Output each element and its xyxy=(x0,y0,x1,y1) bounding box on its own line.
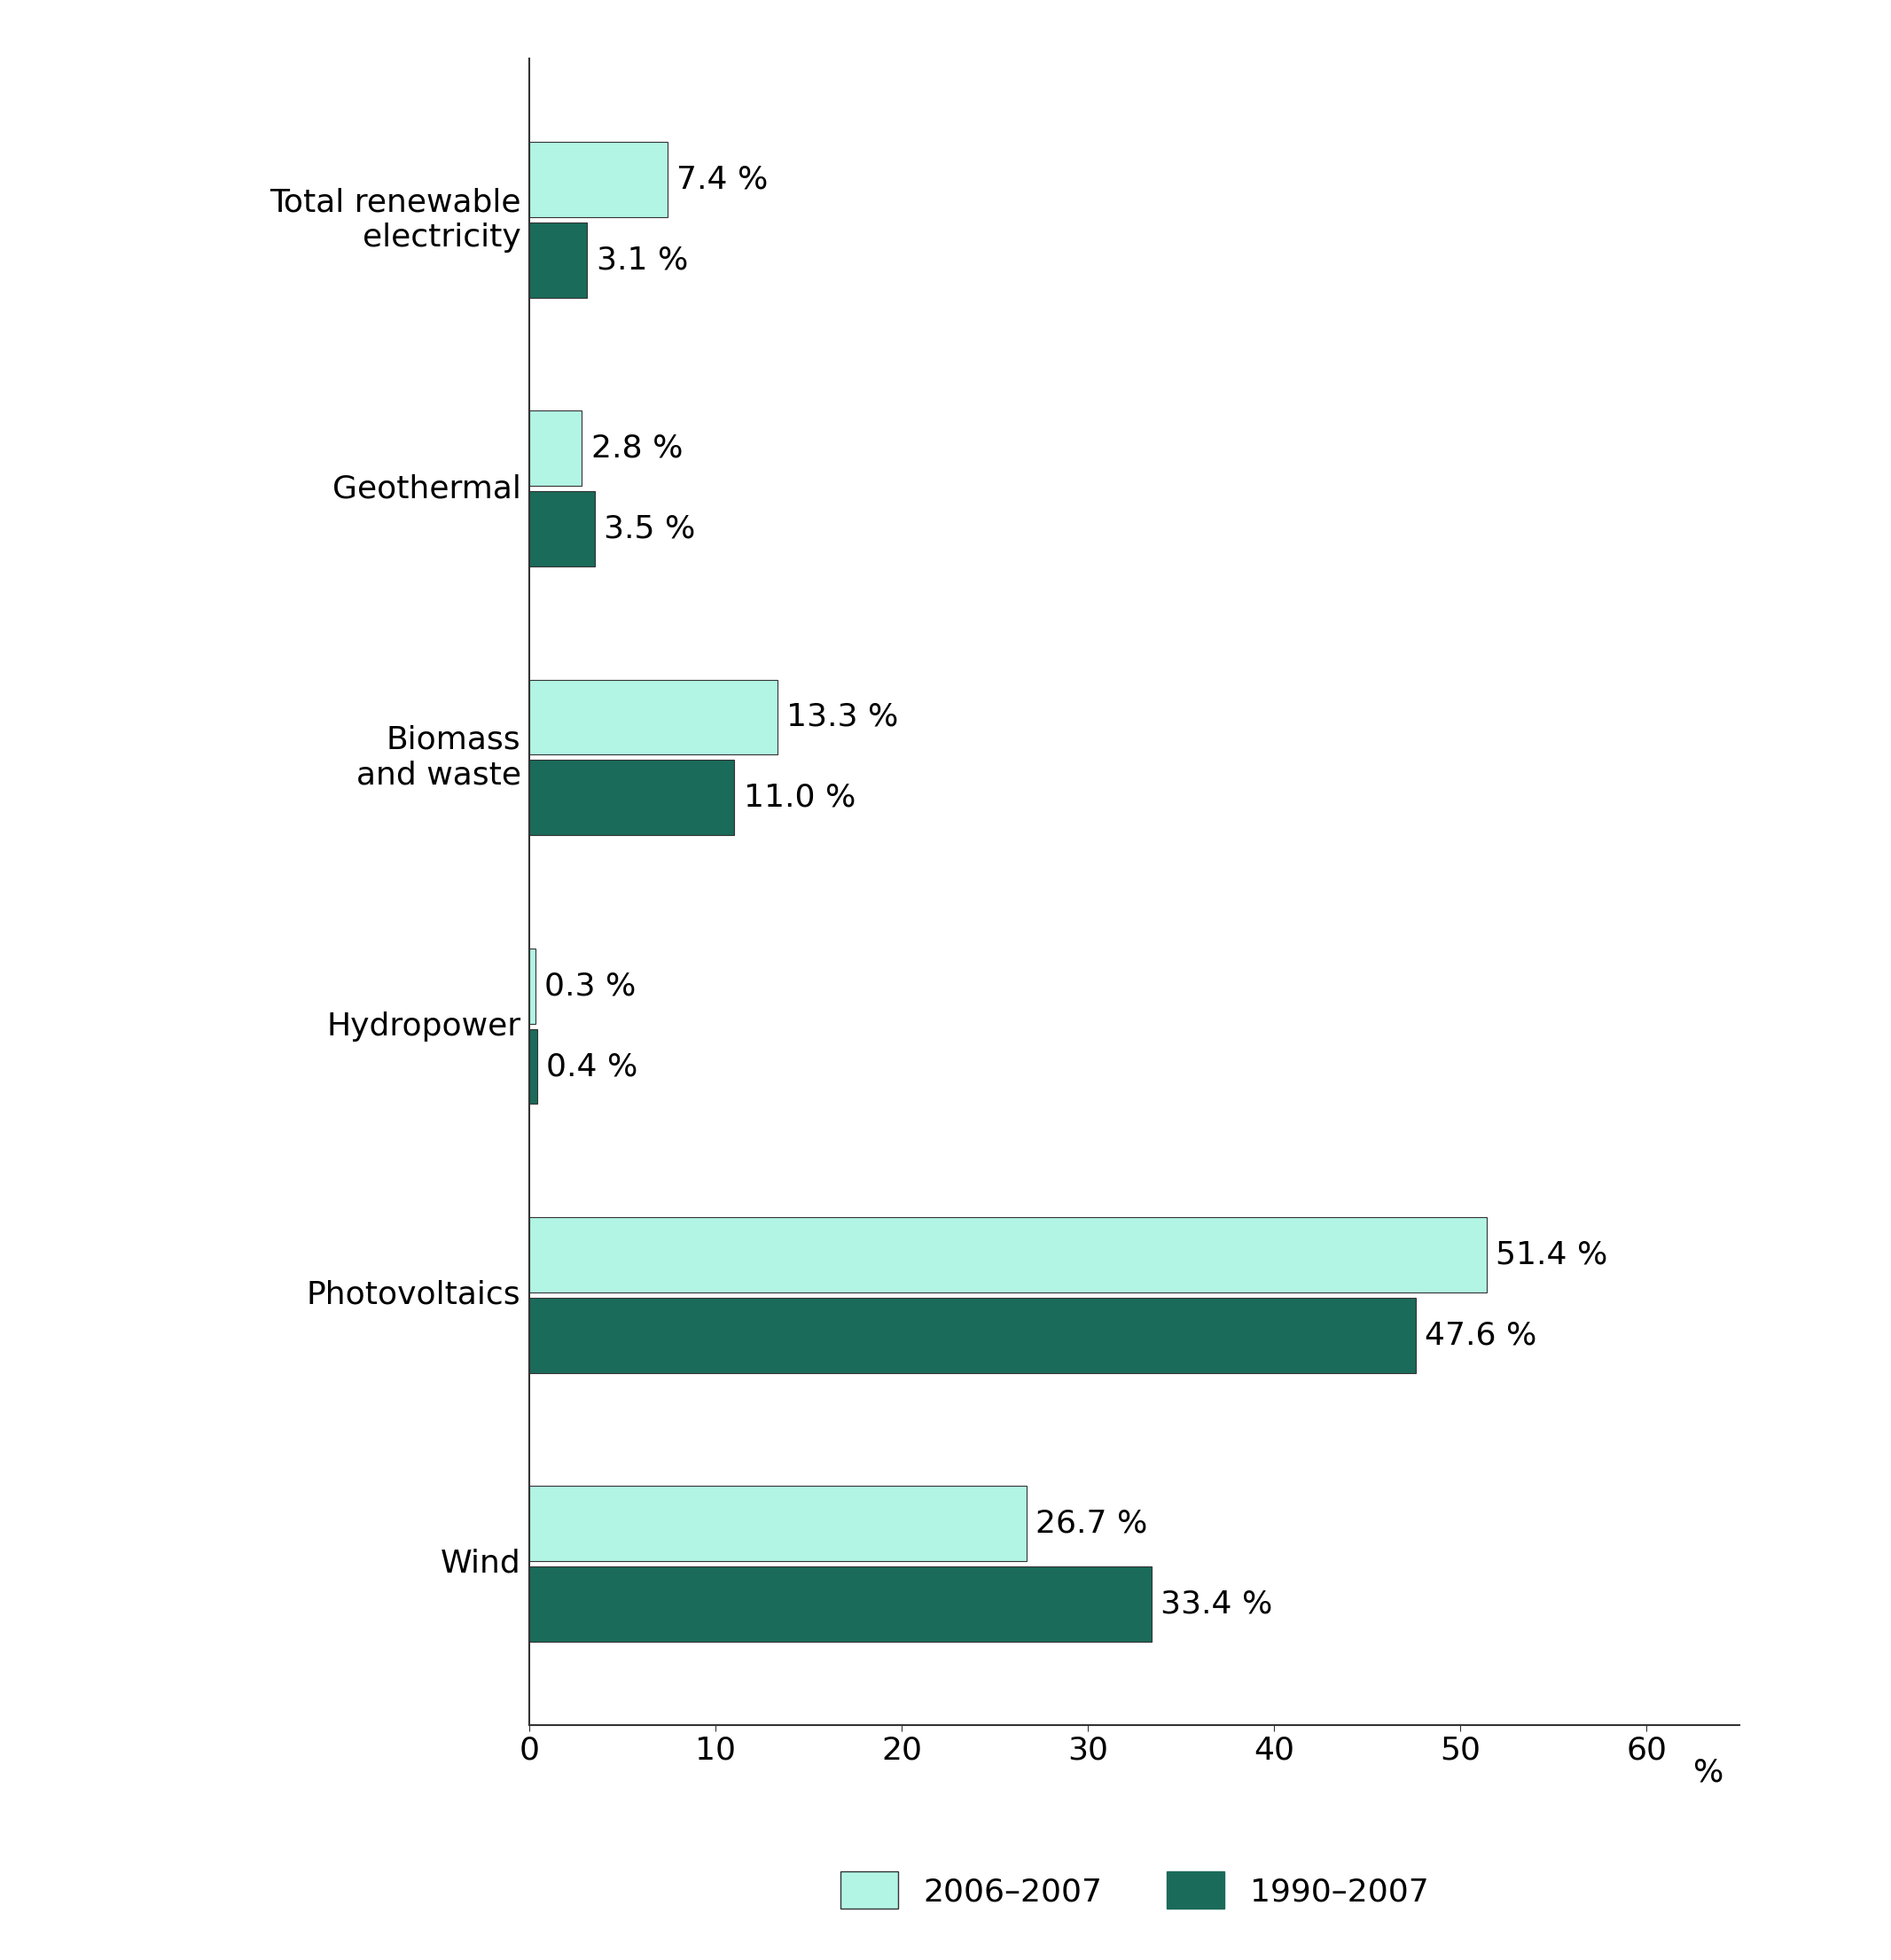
Text: 0.3 %: 0.3 % xyxy=(545,970,635,1002)
Text: 51.4 %: 51.4 % xyxy=(1496,1239,1607,1270)
Bar xyxy=(529,492,594,566)
Text: 11.0 %: 11.0 % xyxy=(743,782,855,813)
Bar xyxy=(529,760,734,835)
Text: 26.7 %: 26.7 % xyxy=(1036,1507,1148,1539)
Text: %: % xyxy=(1692,1756,1725,1788)
Text: 47.6 %: 47.6 % xyxy=(1426,1321,1537,1350)
Bar xyxy=(529,223,588,298)
Bar xyxy=(529,141,668,218)
Bar xyxy=(529,1486,1027,1560)
Bar xyxy=(529,1298,1416,1372)
Text: 33.4 %: 33.4 % xyxy=(1161,1590,1273,1619)
Bar xyxy=(529,949,535,1023)
Text: 3.1 %: 3.1 % xyxy=(596,245,688,276)
Text: 7.4 %: 7.4 % xyxy=(677,165,768,194)
Text: 0.4 %: 0.4 % xyxy=(546,1051,637,1082)
Text: 2.8 %: 2.8 % xyxy=(590,433,683,463)
Legend: 2006–2007, 1990–2007: 2006–2007, 1990–2007 xyxy=(840,1872,1430,1909)
Bar xyxy=(529,1029,537,1103)
Text: 3.5 %: 3.5 % xyxy=(603,514,696,545)
Bar xyxy=(529,412,582,486)
Bar xyxy=(529,1217,1486,1292)
Text: 13.3 %: 13.3 % xyxy=(787,702,898,733)
Bar xyxy=(529,1566,1152,1642)
Bar xyxy=(529,680,777,755)
